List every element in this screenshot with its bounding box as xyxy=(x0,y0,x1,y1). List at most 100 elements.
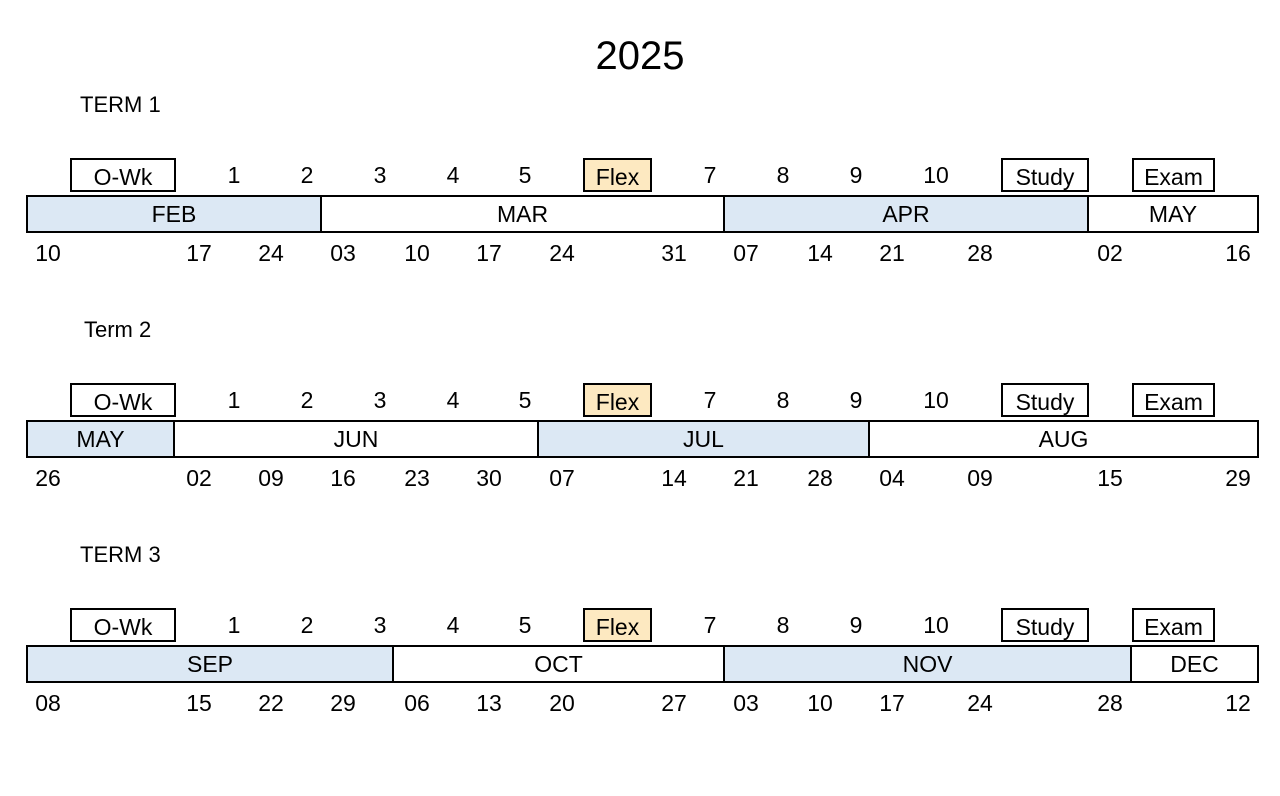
date-label: 17 xyxy=(879,690,905,716)
week-label: 1 xyxy=(227,387,241,413)
week-label: 2 xyxy=(300,162,314,188)
week-label: Exam xyxy=(1132,608,1215,642)
week-label: Flex xyxy=(583,158,652,192)
month-bar: SEP OCT NOV DEC xyxy=(26,645,1259,683)
week-label: 8 xyxy=(776,162,790,188)
date-label: 27 xyxy=(661,690,687,716)
week-label: 4 xyxy=(446,162,460,188)
week-label: 10 xyxy=(923,162,949,188)
date-label: 23 xyxy=(404,465,430,491)
date-label: 07 xyxy=(549,465,575,491)
week-label: 9 xyxy=(849,162,863,188)
date-label: 09 xyxy=(258,465,284,491)
date-label: 31 xyxy=(661,240,687,266)
month-segment: SEP xyxy=(26,645,394,683)
date-label: 14 xyxy=(807,240,833,266)
week-label: 8 xyxy=(776,612,790,638)
month-segment: APR xyxy=(725,195,1089,233)
week-label: O-Wk xyxy=(70,158,176,192)
week-label: Flex xyxy=(583,383,652,417)
date-label: 24 xyxy=(258,240,284,266)
date-label: 28 xyxy=(807,465,833,491)
week-label: Study xyxy=(1001,158,1089,192)
term-block: TERM 3 O-Wk 1 2 3 4 5 Flex 7 8 9 10 Study Exam SEP OCT N… xyxy=(0,542,1280,765)
week-label: 5 xyxy=(518,162,532,188)
date-label: 24 xyxy=(549,240,575,266)
week-label: O-Wk xyxy=(70,383,176,417)
date-label: 21 xyxy=(879,240,905,266)
page-title: 2025 xyxy=(595,34,685,78)
week-label: Flex xyxy=(583,608,652,642)
date-label: 15 xyxy=(1097,465,1123,491)
week-label: 3 xyxy=(373,387,387,413)
date-label: 08 xyxy=(35,690,61,716)
week-label: 5 xyxy=(518,387,532,413)
month-segment: FEB xyxy=(26,195,322,233)
week-label: 5 xyxy=(518,612,532,638)
week-label: 4 xyxy=(446,612,460,638)
date-label: 24 xyxy=(967,690,993,716)
date-label: 30 xyxy=(476,465,502,491)
week-label: 2 xyxy=(300,612,314,638)
week-label: 7 xyxy=(703,387,717,413)
week-label: O-Wk xyxy=(70,608,176,642)
date-label: 26 xyxy=(35,465,61,491)
week-label: 7 xyxy=(703,612,717,638)
month-segment: JUL xyxy=(539,420,870,458)
date-label: 10 xyxy=(404,240,430,266)
month-bar: FEB MAR APR MAY xyxy=(26,195,1259,233)
date-label: 02 xyxy=(186,465,212,491)
term-label: Term 2 xyxy=(84,317,152,342)
month-segment: MAY xyxy=(26,420,175,458)
week-label: Exam xyxy=(1132,158,1215,192)
month-segment: AUG xyxy=(870,420,1259,458)
term-label: TERM 3 xyxy=(80,542,161,567)
week-label: 10 xyxy=(923,387,949,413)
week-label: 1 xyxy=(227,612,241,638)
date-label: 07 xyxy=(733,240,759,266)
month-bar: MAY JUN JUL AUG xyxy=(26,420,1259,458)
date-label: 29 xyxy=(1225,465,1251,491)
week-label: 10 xyxy=(923,612,949,638)
date-label: 22 xyxy=(258,690,284,716)
date-label: 14 xyxy=(661,465,687,491)
week-label: 9 xyxy=(849,612,863,638)
date-label: 09 xyxy=(967,465,993,491)
date-label: 06 xyxy=(404,690,430,716)
date-label: 16 xyxy=(330,465,356,491)
term-block: TERM 1 O-Wk 1 2 3 4 5 Flex 7 8 9 10 Study Exam FEB MAR A… xyxy=(0,92,1280,315)
date-label: 13 xyxy=(476,690,502,716)
week-label: 3 xyxy=(373,612,387,638)
week-label: 8 xyxy=(776,387,790,413)
week-label: 1 xyxy=(227,162,241,188)
week-label: Study xyxy=(1001,383,1089,417)
week-label: 3 xyxy=(373,162,387,188)
date-label: 21 xyxy=(733,465,759,491)
date-label: 10 xyxy=(807,690,833,716)
month-segment: NOV xyxy=(725,645,1132,683)
date-label: 04 xyxy=(879,465,905,491)
date-label: 20 xyxy=(549,690,575,716)
month-segment: DEC xyxy=(1132,645,1259,683)
date-label: 03 xyxy=(733,690,759,716)
month-segment: MAY xyxy=(1089,195,1259,233)
date-label: 17 xyxy=(186,240,212,266)
month-segment: JUN xyxy=(175,420,539,458)
date-label: 03 xyxy=(330,240,356,266)
term-block: Term 2 O-Wk 1 2 3 4 5 Flex 7 8 9 10 Study Exam MAY JUN J… xyxy=(0,317,1280,540)
date-label: 15 xyxy=(186,690,212,716)
date-label: 28 xyxy=(967,240,993,266)
date-label: 16 xyxy=(1225,240,1251,266)
date-label: 10 xyxy=(35,240,61,266)
week-label: 4 xyxy=(446,387,460,413)
week-label: Exam xyxy=(1132,383,1215,417)
term-label: TERM 1 xyxy=(80,92,161,117)
date-label: 17 xyxy=(476,240,502,266)
week-label: 2 xyxy=(300,387,314,413)
week-label: Study xyxy=(1001,608,1089,642)
month-segment: MAR xyxy=(322,195,725,233)
date-label: 02 xyxy=(1097,240,1123,266)
date-label: 12 xyxy=(1225,690,1251,716)
month-segment: OCT xyxy=(394,645,725,683)
week-label: 9 xyxy=(849,387,863,413)
